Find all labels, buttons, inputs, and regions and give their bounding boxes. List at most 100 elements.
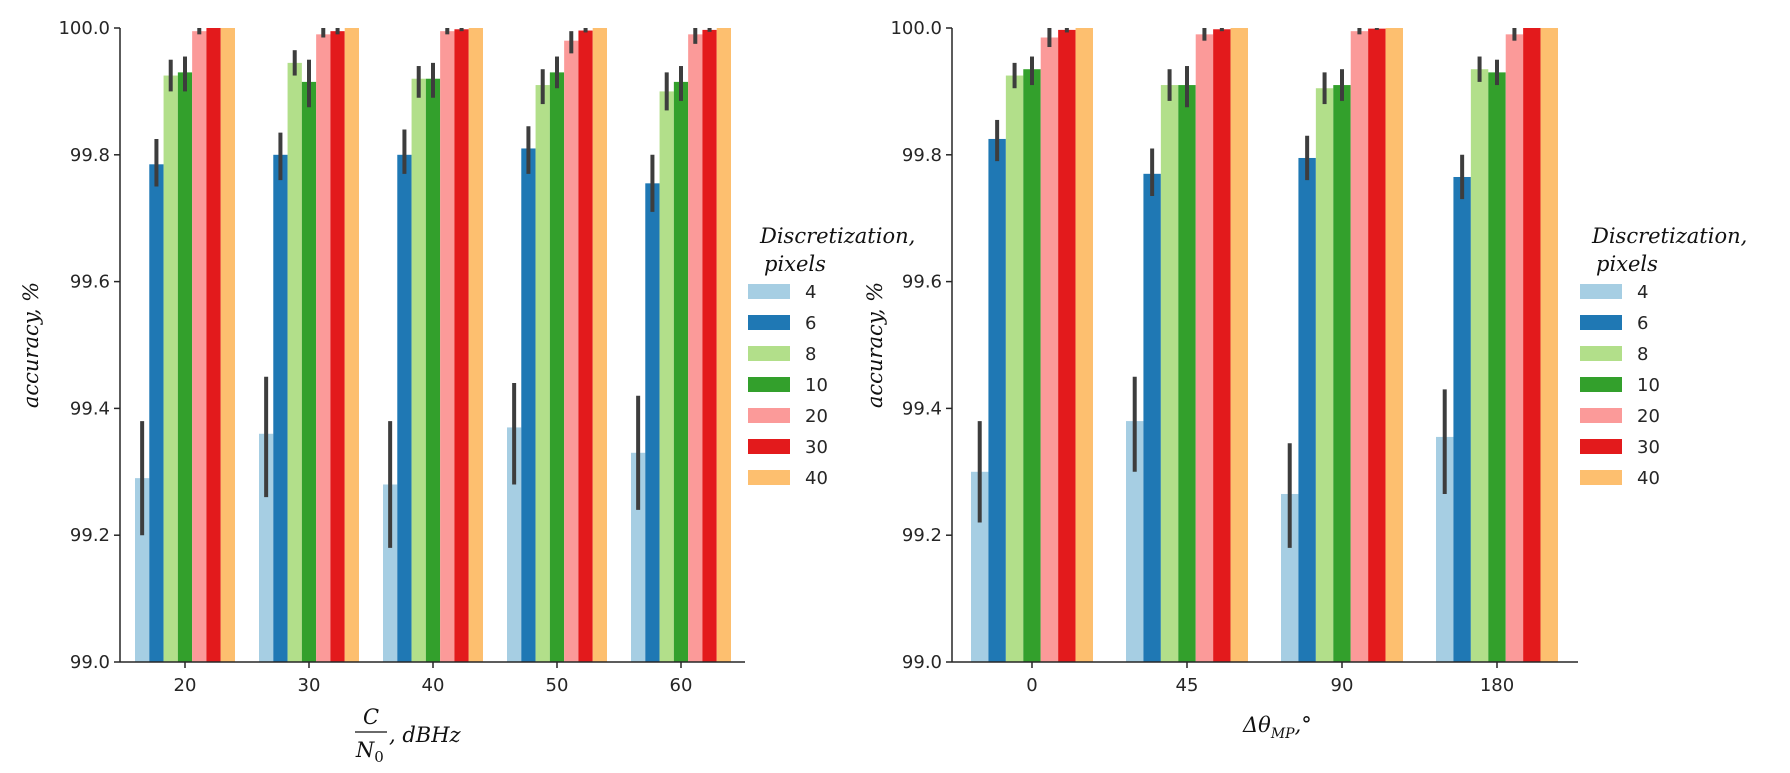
bar-series-40-cat-30 xyxy=(344,28,359,662)
bar-series-40-cat-20 xyxy=(220,28,235,662)
x-axis-label-main: Δθ xyxy=(1242,713,1271,737)
bar-series-6-cat-20 xyxy=(149,164,164,662)
bar-series-10-cat-60 xyxy=(673,81,689,662)
x-tick-label: 50 xyxy=(546,675,569,696)
bar-series-8-cat-20 xyxy=(163,75,178,663)
x-axis-label-units: , dBHz xyxy=(389,723,462,747)
bar-series-40-cat-40 xyxy=(468,28,483,662)
bar-series-30-cat-20 xyxy=(206,28,221,662)
y-tick-label: 99.8 xyxy=(902,145,942,166)
legend-swatch-10 xyxy=(1580,377,1622,392)
bar-series-30-cat-0 xyxy=(1058,29,1076,663)
bar-series-8-cat-90 xyxy=(1315,88,1334,663)
bar-series-6-cat-45 xyxy=(1143,173,1161,662)
bar-series-4-cat-30 xyxy=(259,433,274,662)
bar-series-30-cat-60 xyxy=(702,29,717,663)
legend-title-line-2: pixels xyxy=(1596,252,1658,276)
bar-series-8-cat-60 xyxy=(659,91,674,662)
x-tick-label: 180 xyxy=(1480,675,1514,696)
x-tick-label: 40 xyxy=(422,675,445,696)
legend-title-line-2: pixels xyxy=(764,252,826,276)
bar-series-6-cat-30 xyxy=(273,154,288,663)
legend-label-6: 6 xyxy=(805,313,816,334)
bar-series-4-cat-20 xyxy=(135,478,150,662)
bar-series-6-cat-40 xyxy=(397,154,412,663)
legend-swatch-6 xyxy=(748,315,790,330)
bar-series-8-cat-180 xyxy=(1470,69,1489,662)
y-tick-label: 99.8 xyxy=(70,145,110,166)
bar-series-10-cat-40 xyxy=(425,78,441,663)
legend: Discretization, pixels 4 6 8 10 20 30 40 xyxy=(748,224,915,489)
legend-label-4: 4 xyxy=(805,282,816,303)
bar-series-20-cat-90 xyxy=(1350,31,1369,663)
x-tick-label: 90 xyxy=(1331,675,1354,696)
x-axis-label: CN 0 , dBHz xyxy=(355,705,462,766)
legend-swatch-4 xyxy=(748,284,790,299)
bar-series-4-cat-180 xyxy=(1436,436,1454,662)
bar-series-4-cat-60 xyxy=(631,452,646,662)
x-axis-label-subscript: MP xyxy=(1270,726,1295,742)
bar-series-20-cat-0 xyxy=(1040,37,1059,662)
legend-swatch-10 xyxy=(748,377,790,392)
x-tick-label: 30 xyxy=(298,675,321,696)
bar-series-10-cat-0 xyxy=(1023,69,1041,662)
bar-series-10-cat-90 xyxy=(1333,85,1351,662)
bar-series-6-cat-0 xyxy=(988,138,1006,662)
bar-series-30-cat-50 xyxy=(578,30,593,662)
x-tick-label: 45 xyxy=(1176,675,1199,696)
bar-series-10-cat-45 xyxy=(1178,85,1196,662)
legend-label-8: 8 xyxy=(805,344,816,365)
y-tick-label: 100.0 xyxy=(890,18,942,39)
legend-swatch-8 xyxy=(748,346,790,361)
legend-swatch-8 xyxy=(1580,346,1622,361)
legend-swatch-40 xyxy=(748,470,790,485)
legend-swatch-30 xyxy=(748,439,790,454)
x-tick-label: 60 xyxy=(670,675,693,696)
bar-series-10-cat-180 xyxy=(1488,72,1506,662)
bar-series-40-cat-50 xyxy=(592,28,607,662)
legend-label-10: 10 xyxy=(805,375,828,396)
legend-label-40: 40 xyxy=(805,468,828,489)
x-axis-label-denominator: N xyxy=(355,738,375,762)
bar-series-4-cat-90 xyxy=(1281,493,1299,662)
legend-swatch-30 xyxy=(1580,439,1622,454)
legend: Discretization, pixels 4 6 8 10 20 30 40 xyxy=(1580,224,1747,489)
legend-swatch-20 xyxy=(748,408,790,423)
bar-series-20-cat-50 xyxy=(564,40,579,663)
y-tick-label: 99.6 xyxy=(70,272,110,293)
y-tick-label: 99.2 xyxy=(70,525,110,546)
legend-title-line-1: Discretization, xyxy=(759,224,915,248)
legend-label-8: 8 xyxy=(1637,344,1648,365)
legend-label-40: 40 xyxy=(1637,468,1660,489)
bar-series-30-cat-180 xyxy=(1523,28,1541,662)
bar-series-8-cat-50 xyxy=(535,85,550,662)
bar-series-8-cat-40 xyxy=(411,78,426,663)
bar-series-10-cat-30 xyxy=(301,81,317,662)
bar-series-4-cat-0 xyxy=(971,471,989,662)
bar-series-20-cat-45 xyxy=(1195,34,1214,662)
legend-swatch-4 xyxy=(1580,284,1622,299)
x-axis-label-numerator: C xyxy=(363,705,379,729)
y-tick-label: 99.4 xyxy=(902,398,942,419)
legend-swatch-40 xyxy=(1580,470,1622,485)
y-axis-label: accuracy, % xyxy=(863,282,887,408)
bar-series-40-cat-45 xyxy=(1230,28,1248,662)
y-axis-label: accuracy, % xyxy=(19,282,43,408)
bar-series-8-cat-0 xyxy=(1005,75,1024,663)
legend-label-6: 6 xyxy=(1637,313,1648,334)
bar-series-20-cat-30 xyxy=(316,34,331,662)
x-axis-label: ΔθMP,° xyxy=(1242,713,1312,742)
x-axis-label-denominator-subscript: 0 xyxy=(374,748,384,766)
legend-label-30: 30 xyxy=(1637,437,1660,458)
bar-series-20-cat-20 xyxy=(192,31,207,663)
bar-series-20-cat-60 xyxy=(688,34,703,662)
bar-series-10-cat-50 xyxy=(549,72,565,662)
y-tick-label: 99.6 xyxy=(902,272,942,293)
bar-series-20-cat-180 xyxy=(1505,34,1524,662)
y-tick-label: 99.0 xyxy=(902,652,942,673)
bar-series-40-cat-0 xyxy=(1075,28,1093,662)
legend-label-10: 10 xyxy=(1637,375,1660,396)
bar-series-30-cat-45 xyxy=(1213,29,1231,662)
